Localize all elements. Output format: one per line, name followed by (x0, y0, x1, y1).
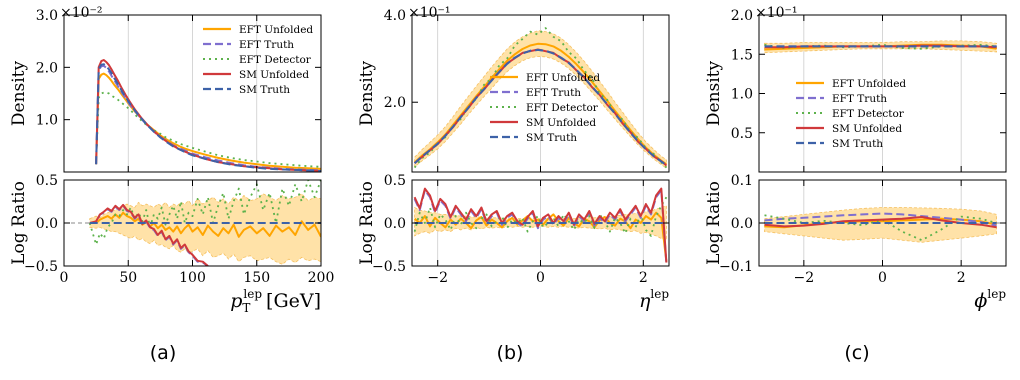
legend-label-a-sm-unfolded: SM Unfolded (239, 69, 309, 81)
y-multiplier-b: ×10⁻¹ (408, 5, 451, 21)
y-multiplier-a: ×10⁻² (60, 5, 103, 21)
ylabel-bottom-b: Log Ratio (357, 181, 377, 265)
xtick-label-b-2: 2 (639, 270, 648, 286)
xtick-label-c-0: −2 (794, 270, 815, 286)
density-series-b-eft-detector (413, 27, 668, 169)
xlabel-main-b: η (639, 290, 651, 312)
ytick-label-top-a-1: 2.0 (36, 60, 58, 76)
ylabel-bottom-a: Log Ratio (9, 181, 29, 265)
ylabel-top-b: Density (357, 60, 377, 126)
ytick-label-bottom-a-0: −0.5 (24, 259, 58, 275)
caption-c: (c) (844, 342, 870, 364)
density-series-a-sm-truth (95, 63, 321, 172)
ylabel-top-a: Density (9, 60, 29, 126)
legend-label-a-eft-unfolded: EFT Unfolded (239, 24, 313, 36)
caption-a: (a) (149, 342, 177, 364)
xtick-label-c-2: 2 (957, 270, 966, 286)
legend-label-b-eft-unfolded: EFT Unfolded (526, 72, 600, 84)
ratio-series-a-eft-unfolded (89, 211, 321, 238)
legend-b: EFT Unfolded EFT Truth EFT Detector SM Unfo… (490, 72, 600, 144)
xtick-label-b-1: 0 (536, 270, 545, 286)
ytick-label-bottom-b-1: 0.0 (384, 216, 406, 232)
legend-label-a-eft-truth: EFT Truth (239, 39, 294, 51)
xlabel-main-a: p (230, 290, 242, 312)
ratio-series-a-eft-detector (88, 180, 321, 246)
legend-label-b-sm-truth: SM Truth (526, 132, 577, 144)
xlabel-unit-a: [GeV] (266, 290, 321, 312)
legend-label-a-eft-detector: EFT Detector (239, 54, 312, 66)
ytick-label-top-c-2: 1.5 (731, 47, 753, 63)
ytick-label-top-b-0: 2.0 (384, 95, 406, 111)
ytick-label-bottom-b-2: 0.5 (384, 173, 406, 189)
legend-label-c-eft-truth: EFT Truth (832, 93, 887, 105)
legend-label-c-sm-unfolded: SM Unfolded (832, 123, 902, 135)
legend-c: EFT Unfolded EFT Truth EFT Detector SM Unfo… (796, 78, 906, 150)
xtick-label-a-0: 0 (60, 270, 69, 286)
legend-label-a-sm-truth: SM Truth (239, 84, 290, 96)
legend-label-b-sm-unfolded: SM Unfolded (526, 117, 596, 129)
xtick-label-a-2: 100 (179, 270, 206, 286)
legend-label-b-eft-truth: EFT Truth (526, 87, 581, 99)
xlabel-sub-a: T (242, 301, 250, 315)
xtick-label-b-0: −2 (427, 270, 448, 286)
ytick-label-bottom-a-1: 0.0 (36, 216, 58, 232)
legend-a: EFT Unfolded EFT Truth EFT Detector SM Unfo… (203, 24, 313, 96)
xtick-label-a-3: 150 (243, 270, 270, 286)
xlabel-sup-a: lep (243, 287, 262, 301)
ytick-label-top-c-1: 1.0 (731, 87, 753, 103)
xtick-label-a-1: 50 (119, 270, 137, 286)
ytick-label-bottom-a-2: 0.5 (36, 173, 58, 189)
legend-label-c-eft-unfolded: EFT Unfolded (832, 78, 906, 90)
caption-b: (b) (496, 342, 524, 364)
density-series-b-eft-unfolded (413, 42, 667, 166)
panel-a: 0 50 100 150 200 1.0 2.0 3.0 −0.5 0.0 0.5 ×10⁻² Dens… (9, 5, 334, 315)
legend-label-b-eft-detector: EFT Detector (526, 102, 599, 114)
xlabel-a: pTlep [GeV] (230, 287, 321, 315)
ylabel-top-c: Density (704, 60, 724, 126)
legend-label-c-eft-detector: EFT Detector (832, 108, 905, 120)
ytick-label-top-a-0: 1.0 (36, 113, 58, 129)
density-band-b (414, 30, 667, 169)
xtick-label-a-4: 200 (308, 270, 335, 286)
panel-b: −2 0 2 2.0 4.0 −0.5 0.0 0.5 ×10⁻¹ Density Log Rati… (357, 5, 670, 312)
xlabel-b: ηlep (639, 287, 669, 312)
xlabel-main-c: ϕ (974, 290, 987, 312)
legend-label-c-sm-truth: SM Truth (832, 138, 883, 150)
xlabel-c: ϕlep (974, 287, 1006, 312)
panel-c: −2 0 2 0.5 1.0 1.5 2.0 −0.1 0.0 0.1 ×10⁻¹ Density Lo… (704, 5, 1007, 312)
ratio-band-c (764, 207, 997, 243)
ytick-label-bottom-c-0: −0.1 (719, 259, 753, 275)
ytick-label-top-c-3: 2.0 (731, 8, 753, 24)
ratio-series-c-eft-detector (764, 214, 997, 242)
ratio-series-c-eft-truth (764, 212, 997, 227)
density-series-b-sm-truth (413, 48, 667, 166)
density-series-a-sm-unfolded (95, 59, 321, 172)
ytick-label-bottom-c-1: 0.0 (731, 216, 753, 232)
xtick-label-c-1: 0 (878, 270, 887, 286)
xlabel-sup-c: lep (987, 287, 1006, 301)
xlabel-sup-b: lep (650, 287, 669, 301)
ytick-label-bottom-c-2: 0.1 (731, 173, 753, 189)
ytick-label-bottom-b-0: −0.5 (372, 259, 406, 275)
ylabel-bottom-c: Log Ratio (704, 181, 724, 265)
ytick-label-top-b-1: 4.0 (384, 8, 406, 24)
ytick-label-top-c-0: 0.5 (731, 126, 753, 142)
y-multiplier-c: ×10⁻¹ (755, 5, 798, 21)
ratio-series-a-sm-unfolded (89, 203, 209, 266)
ytick-label-top-a-2: 3.0 (36, 8, 58, 24)
